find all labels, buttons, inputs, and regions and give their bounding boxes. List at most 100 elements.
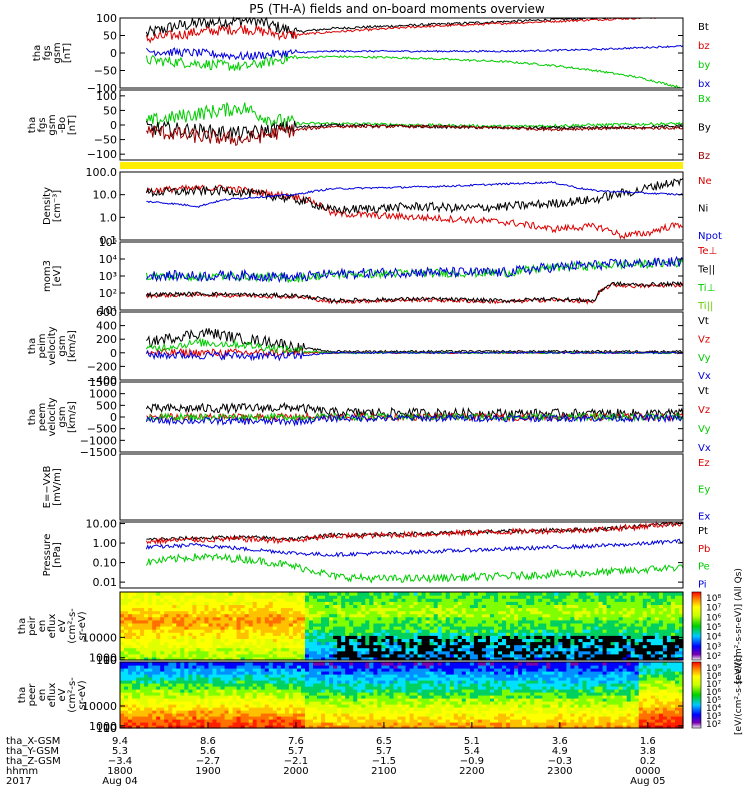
spectrogram-cell xyxy=(128,668,133,672)
spectrogram-cell xyxy=(642,592,648,596)
spectrogram-cell xyxy=(401,677,407,681)
spectrogram-cell xyxy=(602,641,608,646)
spectrogram-cell xyxy=(152,604,157,609)
spectrogram-cell xyxy=(341,677,346,681)
spectrogram-cell xyxy=(140,598,145,602)
spectrogram-cell xyxy=(494,616,499,621)
spectrogram-cell xyxy=(357,656,362,661)
spectrogram-cell xyxy=(598,622,604,627)
spectrogram-cell xyxy=(136,671,141,675)
spectrogram-cell xyxy=(200,725,205,729)
spectrogram-cell xyxy=(196,641,201,646)
spectrogram-cell xyxy=(160,695,165,699)
spectrogram-cell xyxy=(385,604,390,609)
spectrogram-cell xyxy=(184,725,189,729)
spectrogram-cell xyxy=(365,701,370,705)
spectrogram-cell xyxy=(658,641,664,646)
spectrogram-cell xyxy=(389,686,394,690)
spectrogram-cell xyxy=(590,650,596,655)
spectrogram-cell xyxy=(594,601,600,605)
spectrogram-cell xyxy=(132,683,137,687)
spectrogram-cell xyxy=(160,592,165,596)
spectrogram-cell xyxy=(582,656,588,661)
spectrogram-cell xyxy=(264,616,270,621)
y-axis-label: E=−VxB xyxy=(42,466,53,509)
spectrogram-cell xyxy=(598,644,604,649)
spectrogram-cell xyxy=(341,662,346,666)
spectrogram-cell xyxy=(506,598,511,602)
spectrogram-cell xyxy=(200,626,205,630)
spectrogram-cell xyxy=(252,622,258,627)
spectrogram-cell xyxy=(132,668,137,672)
spectrogram-cell xyxy=(301,601,306,605)
spectrogram-cell xyxy=(172,595,177,599)
spectrogram-cell xyxy=(357,629,362,633)
spectrogram-cell xyxy=(457,601,463,605)
spectrogram-cell xyxy=(184,592,189,596)
spectrogram-cell xyxy=(353,674,358,678)
spectrogram-cell xyxy=(200,598,205,602)
spectrogram-cell xyxy=(301,674,306,678)
spectrogram-cell xyxy=(349,692,354,696)
spectrogram-cell xyxy=(377,713,382,717)
spectrogram-cell xyxy=(317,713,322,717)
spectrogram-cell xyxy=(385,698,390,702)
spectrogram-cell xyxy=(518,592,523,596)
spectrogram-cell xyxy=(196,683,201,687)
spectrogram-cell xyxy=(156,598,161,602)
spectrogram-cell xyxy=(598,619,604,624)
spectrogram-cell xyxy=(305,622,310,627)
spectrogram-cell xyxy=(345,616,350,621)
spectrogram-cell xyxy=(369,668,374,672)
spectrogram-cell xyxy=(397,692,403,696)
spectrogram-cell xyxy=(224,704,230,708)
spectrogram-cell xyxy=(473,592,479,596)
spectrogram-cell xyxy=(240,695,246,699)
spectrogram-cell xyxy=(180,622,185,627)
spectrogram-cell xyxy=(196,674,201,678)
spectrogram-cell xyxy=(337,716,342,720)
spectrogram-cell xyxy=(144,707,149,711)
spectrogram-cell xyxy=(570,647,575,652)
spectrogram-cell xyxy=(136,632,141,636)
spectrogram-cell xyxy=(176,638,181,643)
spectrogram-cell xyxy=(212,656,218,661)
spectrogram-cell xyxy=(325,647,330,652)
spectrogram-cell xyxy=(502,619,507,624)
spectrogram-cell xyxy=(626,650,632,655)
spectrogram-cell xyxy=(365,725,370,729)
spectrogram-cell xyxy=(662,653,668,658)
spectrogram-cell xyxy=(124,668,129,672)
spectrogram-cell xyxy=(413,719,419,723)
spectrogram-cell xyxy=(401,698,407,702)
spectrogram-cell xyxy=(240,619,246,624)
spectrogram-cell xyxy=(232,610,238,615)
spectrogram-cell xyxy=(156,613,161,618)
spectrogram-cell xyxy=(204,635,209,639)
spectrogram-cell xyxy=(140,638,145,643)
spectrogram-cell xyxy=(357,644,362,649)
spectrogram-cell xyxy=(148,698,153,702)
spectrogram-cell xyxy=(590,632,596,636)
spectrogram-cell xyxy=(582,601,588,605)
spectrogram-cell xyxy=(642,604,648,609)
spectrogram-cell xyxy=(485,616,491,621)
spectrogram-cell xyxy=(321,662,326,666)
spectrogram-cell xyxy=(377,613,382,618)
spectrogram-cell xyxy=(164,707,169,711)
spectrogram-cell xyxy=(606,644,612,649)
spectrogram-cell xyxy=(224,695,230,699)
spectrogram-cell xyxy=(305,686,310,690)
spectrogram-cell xyxy=(433,604,439,609)
spectrogram-cell xyxy=(409,613,415,618)
spectrogram-cell xyxy=(614,613,620,618)
spectrogram-cell xyxy=(461,610,467,615)
spectrogram-cell xyxy=(377,607,382,612)
spectrogram-cell xyxy=(538,647,543,652)
spectrogram-cell xyxy=(329,701,334,705)
spectrogram-cell xyxy=(168,656,173,661)
spectrogram-cell xyxy=(156,644,161,649)
spectrogram-cell xyxy=(228,638,234,643)
spectrogram-cell xyxy=(321,707,326,711)
spectrogram-cell xyxy=(353,689,358,693)
